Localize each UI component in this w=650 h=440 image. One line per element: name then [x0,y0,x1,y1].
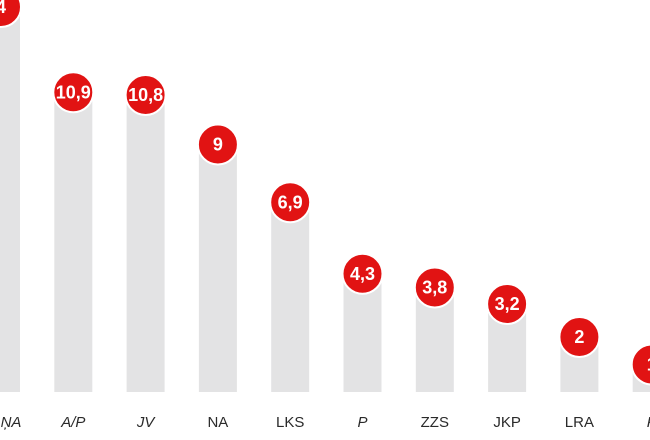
bar [198,144,237,392]
value-marker [413,266,456,309]
bar [0,7,20,392]
data-label: 4,3 [350,264,375,284]
value-markers-layer: 4 10,9 10,8 9 6,9 4,3 3,8 3,2 2 1 [0,0,650,386]
category-label: LRA [565,414,594,431]
category-label: JKP [493,414,521,431]
value-marker [52,71,95,114]
bar [126,95,165,392]
data-label: 3,2 [495,294,520,314]
value-marker [630,343,650,386]
category-labels-layer: KAŅA A/P JV NA LKS P ZZS JKP LRA K [0,414,650,431]
category-label: NA [207,414,228,431]
category-label: A/P [60,414,85,431]
category-label: LKS [276,414,304,431]
bars-layer [0,7,650,392]
category-label: JV [136,414,157,431]
data-label: 3,8 [422,278,447,298]
data-label: 2 [574,327,584,347]
category-label: P [357,414,367,431]
category-label: ZZS [421,414,449,431]
value-marker [486,283,529,325]
value-marker [196,123,239,166]
data-label: 1 [647,355,650,375]
bar [54,92,93,392]
value-marker [124,74,167,116]
data-label: 10,8 [128,85,163,105]
data-label: 10,9 [56,82,91,102]
value-marker [0,0,22,28]
data-label: 6,9 [278,192,303,212]
bar [271,202,310,392]
data-label: 9 [213,135,223,155]
value-marker [269,181,312,224]
value-marker [341,252,384,295]
value-marker [558,316,601,358]
data-label: 4 [0,0,6,17]
category-label: K [647,414,650,431]
category-label: KAŅA [0,414,21,431]
